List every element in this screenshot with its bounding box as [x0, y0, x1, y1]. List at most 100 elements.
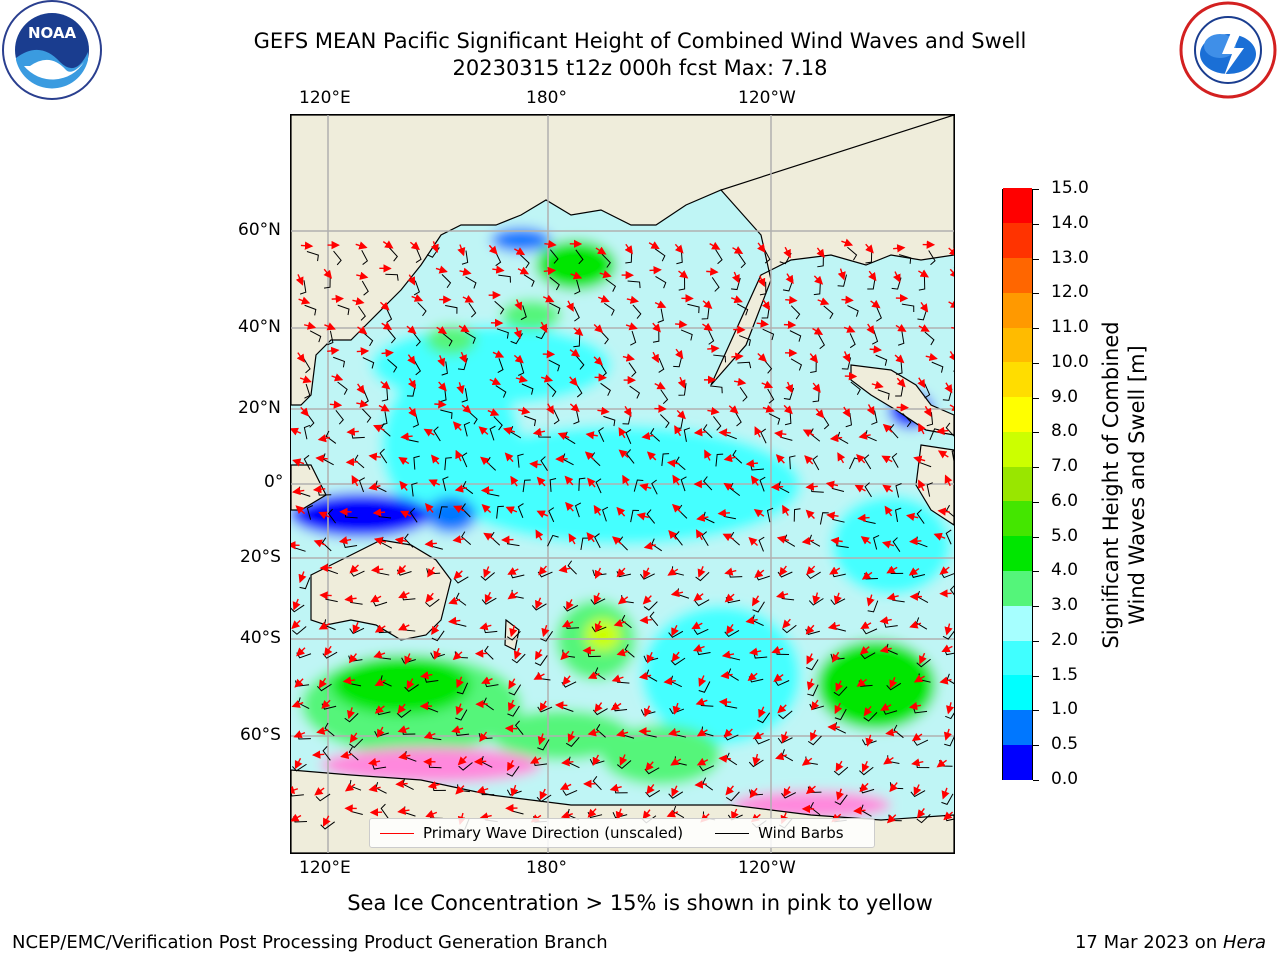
wind-barb [694, 599, 710, 607]
wind-barb [713, 416, 722, 431]
wind-barb [895, 384, 904, 397]
wave-direction-arrow [866, 404, 875, 416]
wind-barb [506, 766, 520, 777]
wind-barb [574, 502, 582, 518]
wind-barb [600, 382, 611, 396]
wind-barb [411, 482, 418, 497]
wave-direction-arrow [356, 347, 370, 356]
wind-barb [695, 571, 710, 582]
wave-direction-arrow [424, 539, 437, 548]
wave-direction-arrow [672, 702, 681, 715]
wave-direction-arrow [374, 624, 386, 633]
wind-barb [467, 410, 478, 425]
wind-barb [649, 611, 659, 626]
wave-direction-arrow [834, 702, 843, 715]
wind-barb [337, 381, 348, 395]
wave-direction-arrow [425, 592, 434, 603]
wave-direction-arrow [731, 352, 744, 361]
wind-barb [320, 821, 335, 830]
wind-barb [812, 388, 820, 403]
wave-direction-arrow [677, 376, 686, 389]
wave-direction-arrow [709, 241, 721, 250]
wave-direction-arrow [382, 240, 394, 249]
wind-barb [306, 251, 319, 262]
wind-barb [349, 738, 364, 749]
wind-barb [498, 274, 511, 283]
wave-direction-arrow [723, 482, 735, 491]
wave-direction-arrow [380, 380, 391, 390]
wave-direction-arrow [642, 809, 651, 820]
wave-direction-arrow [785, 381, 794, 394]
wave-direction-arrow [618, 449, 629, 459]
wave-direction-arrow [373, 537, 387, 546]
wind-barb [646, 509, 656, 524]
wind-barb [523, 274, 535, 287]
wind-barb [633, 479, 644, 492]
wave-direction-arrow [675, 320, 688, 329]
wave-direction-arrow [691, 621, 703, 630]
wave-direction-arrow [300, 241, 314, 250]
wave-direction-arrow [694, 780, 707, 789]
wind-barb [790, 358, 803, 371]
wind-barb [354, 454, 365, 469]
wave-direction-arrow [476, 785, 489, 794]
wave-direction-arrow [394, 536, 408, 545]
wave-direction-arrow [671, 625, 679, 637]
bottom-lon-label-120e: 120°E [299, 858, 351, 878]
wave-direction-arrow [666, 809, 679, 818]
wind-barb [758, 536, 765, 552]
wave-direction-arrow [518, 406, 531, 415]
wave-direction-arrow [459, 267, 472, 276]
wind-barb [480, 572, 495, 581]
wave-direction-arrow [398, 590, 410, 599]
wave-direction-arrow [294, 678, 304, 688]
wind-barb [886, 682, 902, 691]
wind-barb [291, 790, 304, 797]
wave-direction-arrow [510, 784, 519, 797]
footer-date: 17 Mar 2023 on [1074, 932, 1223, 953]
wave-direction-arrow [291, 427, 302, 436]
wind-barb [949, 585, 954, 596]
wind-barb [916, 509, 925, 524]
wind-barb [372, 600, 388, 607]
wave-direction-arrow [372, 424, 385, 433]
noaa-logo: NOAA [0, 0, 104, 104]
wave-direction-arrow [886, 592, 899, 601]
wave-direction-arrow [937, 450, 949, 459]
colorbar-tick-label: 7.0 [1051, 456, 1079, 477]
wave-direction-arrow [671, 503, 682, 513]
wind-barb [553, 409, 560, 425]
colorbar [1002, 188, 1033, 780]
wind-barb [549, 302, 561, 315]
wave-direction-arrow [892, 271, 901, 283]
wind-barb [573, 306, 580, 322]
colorbar-segment [1003, 570, 1032, 606]
wave-direction-arrow [613, 618, 626, 627]
wave-direction-arrow [754, 569, 765, 578]
wave-direction-arrow [651, 351, 659, 364]
wind-barb [807, 735, 822, 746]
wave-direction-arrow [352, 622, 361, 634]
wave-direction-arrow [827, 621, 841, 631]
wave-direction-arrow [813, 275, 824, 285]
wind-barb [514, 720, 524, 735]
wind-barb [590, 598, 606, 605]
wave-direction-arrow [616, 648, 629, 657]
wave-direction-arrow [752, 731, 764, 740]
wind-barb [945, 529, 952, 545]
wave-direction-arrow [695, 697, 708, 706]
wave-direction-arrow [815, 408, 825, 419]
wave-direction-arrow [675, 348, 684, 360]
wave-direction-arrow [540, 374, 554, 383]
wind-barb [913, 739, 929, 746]
wave-direction-arrow [812, 382, 821, 393]
wind-barb [489, 425, 496, 441]
wave-direction-arrow [745, 616, 758, 625]
wave-direction-arrow [622, 353, 635, 362]
wave-direction-arrow [906, 512, 919, 522]
wave-direction-arrow [623, 405, 632, 417]
wave-direction-arrow [314, 787, 325, 796]
wave-direction-arrow [693, 592, 704, 602]
wind-barb [507, 705, 520, 717]
lat-label-20s: 20°S [240, 547, 281, 567]
